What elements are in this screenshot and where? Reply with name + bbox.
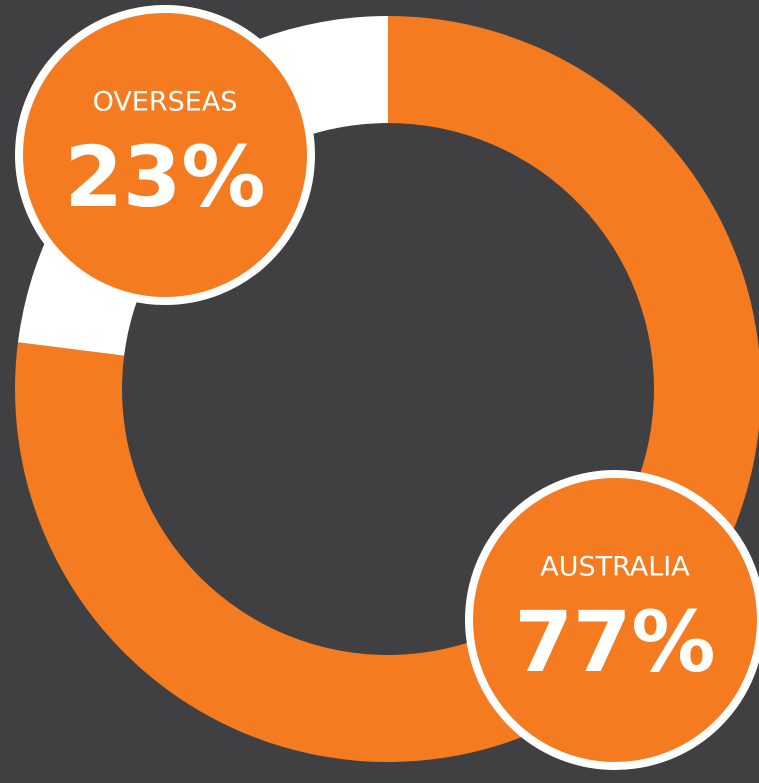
- slice-name: AUSTRALIA: [540, 552, 690, 583]
- slice-value: 77%: [514, 593, 715, 691]
- label-badge: [465, 470, 759, 770]
- label-badge: [15, 5, 315, 305]
- slice-name: OVERSEAS: [93, 87, 238, 118]
- slice-value: 23%: [64, 128, 265, 226]
